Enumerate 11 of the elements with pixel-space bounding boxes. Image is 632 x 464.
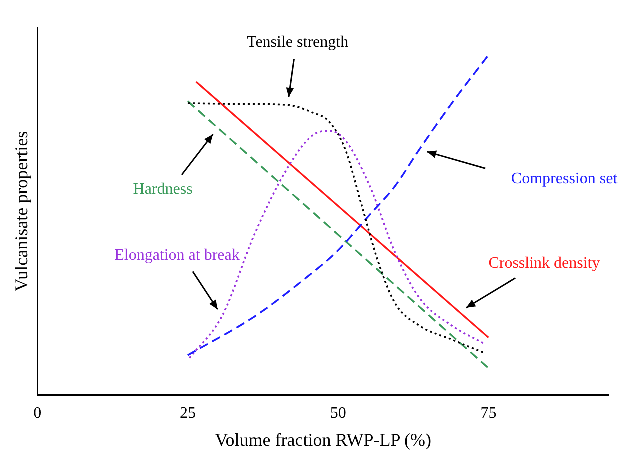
y-axis-title: Vulcanisate properties bbox=[12, 131, 32, 292]
x-tick-label: 75 bbox=[480, 405, 497, 422]
x-axis-title: Volume fraction RWP-LP (%) bbox=[215, 430, 432, 450]
x-tick-label: 50 bbox=[330, 405, 346, 422]
text: Crosslink density bbox=[488, 254, 600, 272]
x-tick-label: 0 bbox=[34, 405, 42, 422]
text: Tensile strength bbox=[247, 34, 349, 51]
text: Hardness bbox=[133, 180, 193, 198]
x-tick-label: 25 bbox=[180, 405, 196, 422]
text: Compression set bbox=[511, 170, 618, 188]
series-label: Elongation at break bbox=[114, 246, 240, 264]
